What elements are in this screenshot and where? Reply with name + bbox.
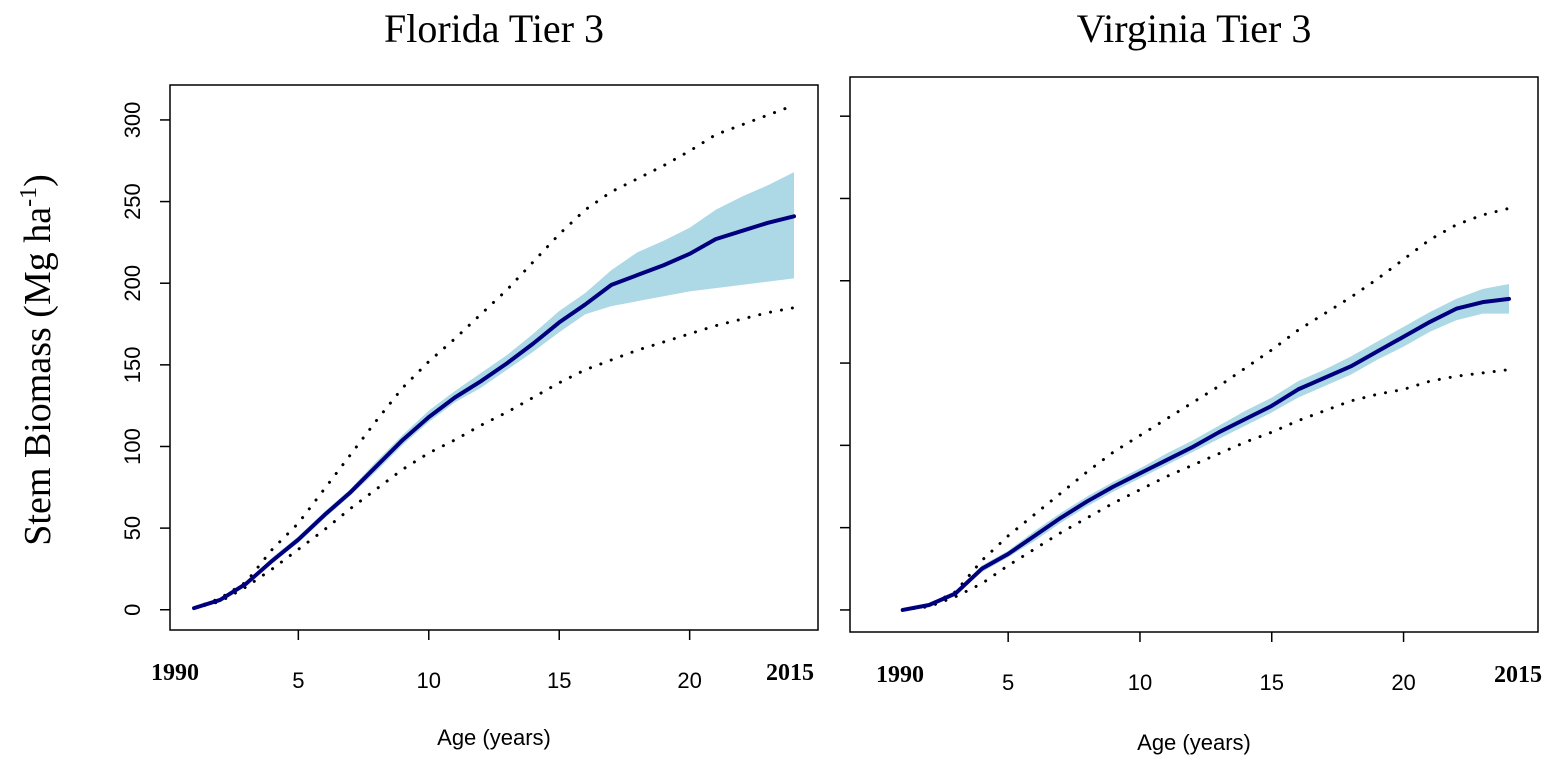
x-axis-label: Age (years): [437, 725, 551, 750]
y-label-text: Stem Biomass (Mg ha: [17, 207, 59, 546]
x-tick-label: 20: [677, 668, 701, 693]
median-line: [900, 296, 1512, 612]
y-tick-label: 300: [120, 102, 145, 139]
end-label: 1990: [876, 662, 924, 688]
plot-box: [169, 84, 819, 631]
panel-title: Florida Tier 3: [384, 6, 604, 51]
plot-box: [849, 76, 1539, 633]
y-tick-label: 100: [120, 428, 145, 465]
confidence-band: [902, 284, 1510, 610]
x-axis-label: Age (years): [1137, 730, 1251, 755]
interval-line: [192, 103, 796, 610]
x-tick-label: 10: [417, 668, 441, 693]
y-tick-label: 50: [120, 516, 145, 540]
y-tick-label: 0: [120, 604, 145, 616]
interval-line: [192, 306, 796, 610]
x-tick-label: 5: [1002, 670, 1014, 695]
y-tick-label: 200: [120, 265, 145, 302]
end-label: 1990: [151, 660, 199, 686]
y-tick-label: 250: [120, 183, 145, 220]
x-tick-label: 20: [1391, 670, 1415, 695]
y-label-close: ): [17, 174, 59, 187]
end-label: 2015: [766, 660, 814, 686]
x-tick-label: 5: [292, 668, 304, 693]
x-tick-label: 15: [547, 668, 571, 693]
confidence-band: [194, 172, 794, 609]
interval-line: [901, 206, 1511, 612]
x-tick-label: 15: [1260, 670, 1284, 695]
panel-title: Virginia Tier 3: [1077, 6, 1312, 51]
y-label-sup: -1: [16, 187, 42, 207]
y-tick-label: 150: [120, 346, 145, 383]
x-tick-label: 10: [1128, 670, 1152, 695]
median-line: [192, 214, 796, 611]
end-label: 2015: [1494, 662, 1542, 688]
interval-line: [901, 368, 1511, 612]
y-axis-label: Stem Biomass (Mg ha-1): [16, 174, 59, 545]
